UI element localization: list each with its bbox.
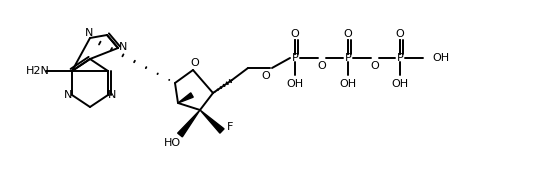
- Text: F: F: [227, 122, 233, 132]
- Text: O: O: [317, 61, 326, 71]
- Polygon shape: [200, 110, 224, 133]
- Text: N: N: [64, 90, 72, 100]
- Polygon shape: [178, 93, 193, 103]
- Text: O: O: [371, 61, 379, 71]
- Text: N: N: [119, 42, 127, 52]
- Text: P: P: [345, 53, 351, 63]
- Text: O: O: [261, 71, 270, 81]
- Text: P: P: [291, 53, 299, 63]
- Text: O: O: [191, 58, 199, 68]
- Text: OH: OH: [340, 79, 357, 89]
- Text: OH: OH: [286, 79, 304, 89]
- Text: N: N: [108, 90, 116, 100]
- Polygon shape: [178, 110, 200, 137]
- Text: O: O: [291, 29, 299, 39]
- Text: O: O: [396, 29, 404, 39]
- Text: O: O: [343, 29, 352, 39]
- Text: HO: HO: [163, 138, 181, 148]
- Text: P: P: [397, 53, 403, 63]
- Text: N: N: [85, 28, 93, 38]
- Text: OH: OH: [432, 53, 449, 63]
- Text: H2N: H2N: [26, 66, 50, 76]
- Text: OH: OH: [392, 79, 408, 89]
